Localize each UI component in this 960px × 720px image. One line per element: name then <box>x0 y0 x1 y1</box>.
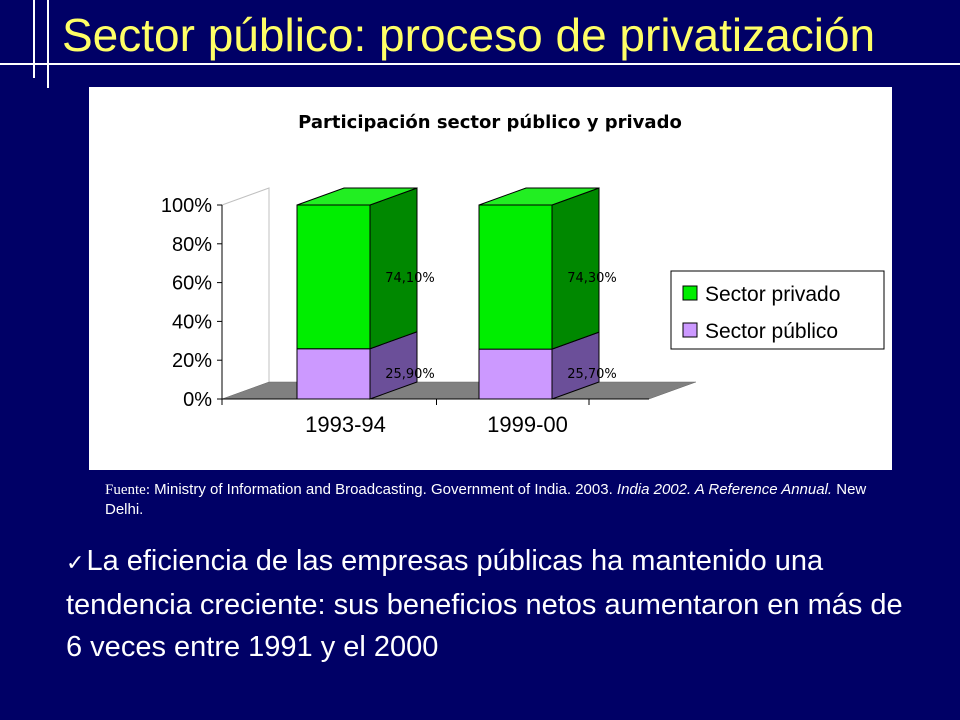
bar-front-0 <box>296 348 371 400</box>
slide-title: Sector público: proceso de privatización <box>62 9 876 61</box>
data-label: 25,70% <box>567 367 617 382</box>
decor-line-vertical-2 <box>47 0 49 88</box>
bullet-text: La eficiencia de las empresas públicas h… <box>66 545 903 663</box>
source-label: Fuente: <box>105 482 150 498</box>
y-tick-label: 80% <box>172 234 212 256</box>
checkmark-icon: ✓ <box>66 550 85 575</box>
x-tick-label: 1993-94 <box>305 412 386 437</box>
back-wall-edge <box>221 187 270 382</box>
y-tick-label: 0% <box>183 389 212 411</box>
y-tick-label: 100% <box>161 195 212 217</box>
data-label: 25,90% <box>385 367 435 382</box>
chart-floor <box>221 381 697 400</box>
decor-line-vertical-1 <box>33 0 35 78</box>
data-label: 74,30% <box>567 271 617 286</box>
bar-front-1 <box>478 204 553 350</box>
y-tick-label: 40% <box>172 311 212 333</box>
legend-label: Sector privado <box>705 283 840 306</box>
y-tick-label: 60% <box>172 273 212 295</box>
y-tick-label: 20% <box>172 350 212 372</box>
x-tick-label: 1999-00 <box>487 412 568 437</box>
decor-line-horizontal <box>0 63 960 65</box>
source-note: Fuente: Ministry of Information and Broa… <box>105 480 875 520</box>
bullet-item: ✓La eficiencia de las empresas públicas … <box>66 540 906 668</box>
source-title: India 2002. A Reference Annual. <box>616 481 833 498</box>
bar-top-1 <box>296 187 418 206</box>
chart-title: Participación sector público y privado <box>298 112 682 133</box>
bar-side-1 <box>551 187 600 350</box>
data-label: 74,10% <box>385 271 435 286</box>
legend-label: Sector público <box>705 320 838 343</box>
chart-panel: Participación sector público y privado 0… <box>89 87 892 470</box>
bar-side-1 <box>369 187 418 350</box>
bar-top-1 <box>478 187 600 206</box>
chart-svg: Participación sector público y privado 0… <box>161 112 885 437</box>
legend-box <box>670 270 885 350</box>
legend-swatch <box>682 322 698 338</box>
plot-area: 0% 20% 40% 60% 80% 100% 25,90% 74,10% 1993-94 25,… <box>161 187 885 437</box>
source-text: Ministry of Information and Broadcasting… <box>150 481 617 498</box>
bar-front-1 <box>296 204 371 350</box>
source-place: New Delhi. <box>105 481 867 518</box>
bar-front-0 <box>478 348 553 400</box>
legend-swatch <box>682 285 698 301</box>
